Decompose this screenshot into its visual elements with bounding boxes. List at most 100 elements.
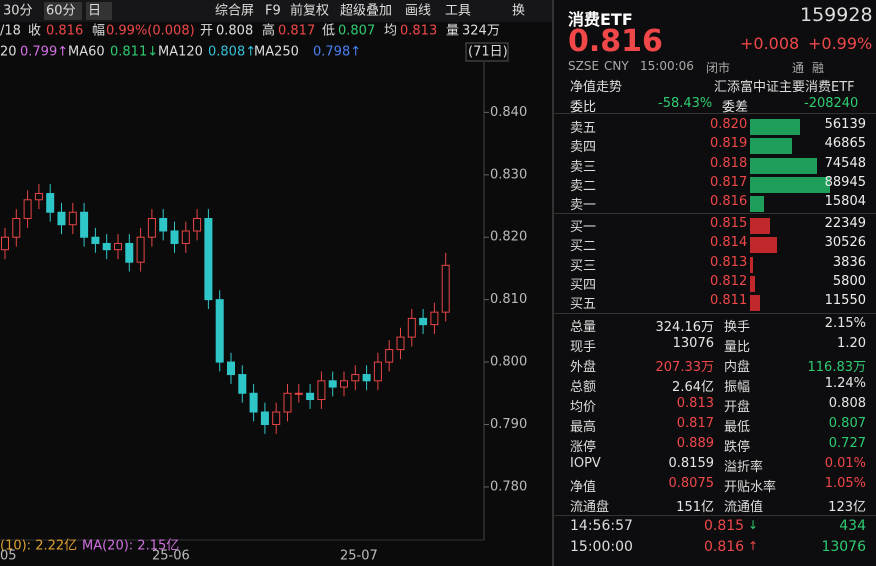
stat-label: 开贴水率 [724, 480, 777, 495]
tab[interactable]: 净值走势 [570, 80, 623, 95]
book-volume: 56139 [824, 117, 866, 132]
volume-label: MA(20): 2.15亿 [82, 539, 179, 554]
stat-value: 0.727 [828, 436, 866, 451]
book-label: 买四 [570, 277, 597, 293]
info: 0.817 [278, 24, 315, 39]
stat-label: 量比 [724, 340, 751, 355]
stat-label: 流通盘 [570, 500, 610, 515]
candle-body [147, 217, 156, 238]
info: 0.813 [400, 24, 437, 39]
book-price: 0.813 [710, 254, 748, 270]
book-price: 0.820 [710, 117, 748, 132]
y-tick-label: 0.790 [490, 417, 527, 432]
info: 均 [384, 24, 397, 39]
book-price: 0.811 [710, 293, 748, 309]
book-label: 卖一 [570, 198, 597, 214]
info: 0.99%(0.008) [106, 24, 195, 39]
ma-label: 0.811↓ [110, 45, 158, 60]
candle-body [23, 199, 32, 219]
volume-bar [750, 157, 818, 174]
flag: 通 [792, 61, 805, 75]
book-volume: 46865 [824, 136, 866, 152]
book-volume: 30526 [824, 235, 866, 251]
stat-label: 涨停 [570, 440, 597, 455]
book-label: 买五 [570, 297, 597, 313]
stat-value: 151亿 [676, 500, 714, 515]
weibi: -58.43% [658, 96, 713, 111]
trade-volume: 13076 [821, 539, 866, 555]
candle-body [80, 211, 89, 238]
candle-body [407, 317, 416, 338]
stat-value: 0.807 [828, 416, 866, 431]
stat-value: 0.8075 [668, 476, 715, 491]
volume-bar [750, 119, 801, 135]
stat-value: 2.64亿 [672, 380, 714, 395]
info: 324万 [462, 24, 500, 39]
book-volume: 74548 [824, 155, 866, 171]
candle-body [373, 361, 382, 382]
candle-body [340, 380, 348, 388]
quote-panel: 消费ETF 159928 0.816 +0.008 +0.99% SZSE CNY 15:00… [552, 0, 876, 566]
stat-value: 2.15% [824, 316, 866, 331]
stat-value: 0.8159 [668, 456, 715, 471]
book-volume: 3836 [832, 254, 866, 270]
candle-body [114, 242, 122, 251]
candle-body [396, 336, 405, 351]
candle-body [102, 242, 111, 251]
weibi: 委比 [570, 100, 597, 115]
change: +0.008 [740, 34, 800, 53]
period-button [86, 2, 112, 20]
days: (71日) [468, 45, 508, 60]
book-volume: 88945 [824, 174, 866, 190]
tool: 前复权 [290, 3, 329, 19]
separator [554, 213, 876, 214]
candle-body [441, 264, 450, 313]
stat-label: 总量 [570, 320, 597, 335]
candle-body [91, 236, 100, 244]
weibi: 委差 [722, 100, 749, 115]
separator [554, 113, 876, 114]
trade-arrow: ↑ [748, 539, 759, 553]
tool: 换 [512, 4, 525, 19]
candle-body [272, 411, 281, 426]
book-price: 0.814 [710, 235, 748, 251]
y-tick-label: 0.830 [490, 167, 527, 182]
volume-bar [750, 196, 765, 213]
book-volume: 11550 [824, 293, 866, 309]
stat-value: 207.33万 [655, 360, 715, 375]
days-box [465, 42, 509, 62]
stat-value: 0.808 [828, 396, 866, 411]
book-price: 0.815 [710, 216, 748, 231]
candle-body [181, 230, 190, 244]
stat-label: 溢折率 [724, 460, 764, 475]
candle-body [385, 349, 394, 363]
tool: F9 [265, 4, 281, 19]
book-volume: 15804 [824, 194, 866, 210]
volume-bar [750, 138, 793, 155]
stat-label: 最高 [570, 420, 597, 435]
candle-body [317, 380, 326, 401]
candle-body [68, 211, 77, 226]
volume-bar [750, 295, 761, 312]
candle-body [351, 374, 360, 382]
stat-label: 外盘 [570, 360, 597, 375]
candle-body [57, 211, 66, 226]
candle-body [34, 193, 43, 201]
price: 0.816 [568, 24, 663, 59]
separator [554, 313, 876, 314]
trade-price: 0.815 [704, 518, 745, 534]
stat-value: 123亿 [828, 500, 866, 515]
y-tick-label: 0.810 [490, 292, 527, 307]
code: 159928 [800, 4, 873, 26]
ma-label: MA250 [254, 45, 299, 60]
y-tick-label: 0.800 [490, 355, 527, 370]
info: 0.807 [338, 24, 375, 39]
book-volume: 5800 [832, 273, 866, 289]
book-volume: 22349 [824, 216, 866, 231]
flag: 融 [812, 61, 825, 75]
period: 30分 [3, 4, 33, 19]
stat-label: 总额 [570, 380, 597, 395]
book-price: 0.816 [710, 194, 748, 210]
stat-value: 1.05% [824, 476, 866, 491]
